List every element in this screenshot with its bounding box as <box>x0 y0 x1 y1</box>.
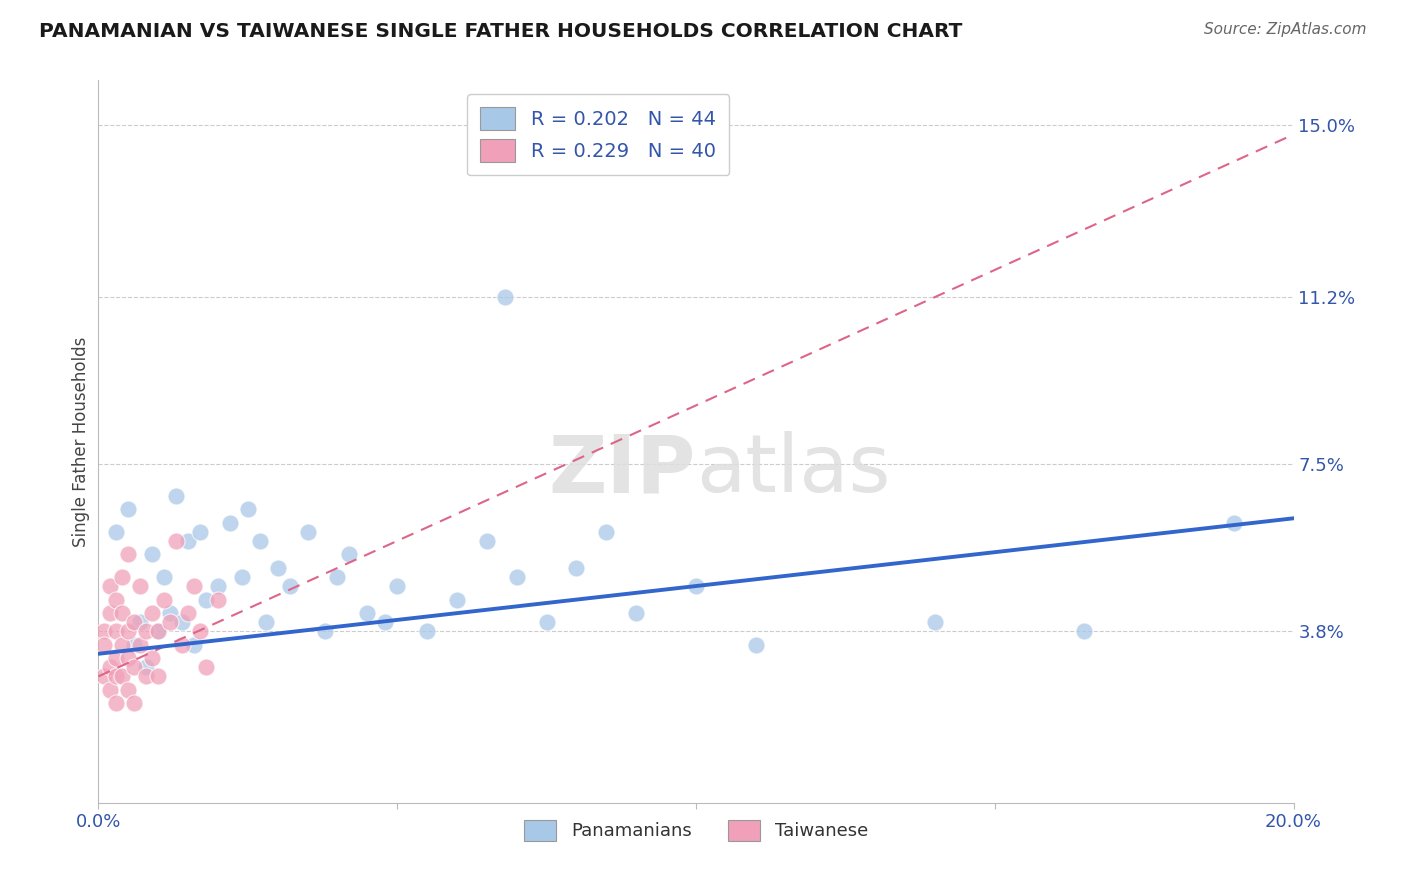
Point <box>195 660 218 674</box>
Point <box>626 606 648 620</box>
Point <box>111 638 134 652</box>
Point <box>924 615 946 630</box>
Point <box>1223 516 1246 530</box>
Point <box>141 651 163 665</box>
Point <box>207 579 229 593</box>
Point <box>148 624 170 639</box>
Point <box>111 570 134 584</box>
Point <box>267 561 290 575</box>
Y-axis label: Single Father Households: Single Father Households <box>72 336 90 547</box>
Point <box>117 548 139 562</box>
Point <box>165 489 187 503</box>
Point <box>124 697 146 711</box>
Point <box>117 502 139 516</box>
Text: PANAMANIAN VS TAIWANESE SINGLE FATHER HOUSEHOLDS CORRELATION CHART: PANAMANIAN VS TAIWANESE SINGLE FATHER HO… <box>39 22 963 41</box>
Text: ZIP: ZIP <box>548 432 696 509</box>
Point <box>98 682 122 697</box>
Point <box>249 533 271 548</box>
Point <box>595 524 617 539</box>
Point <box>231 570 253 584</box>
Point <box>105 651 128 665</box>
Point <box>356 606 378 620</box>
Point <box>117 651 139 665</box>
Point <box>195 592 218 607</box>
Point <box>129 638 152 652</box>
Point <box>111 606 134 620</box>
Point <box>98 660 122 674</box>
Point <box>506 570 529 584</box>
Point <box>105 697 128 711</box>
Legend: Panamanians, Taiwanese: Panamanians, Taiwanese <box>517 813 875 848</box>
Point <box>129 615 152 630</box>
Point <box>124 615 146 630</box>
Point <box>236 502 259 516</box>
Point <box>416 624 439 639</box>
Point <box>326 570 349 584</box>
Point <box>98 606 122 620</box>
Point <box>105 624 128 639</box>
Point <box>129 579 152 593</box>
Text: Source: ZipAtlas.com: Source: ZipAtlas.com <box>1204 22 1367 37</box>
Point <box>159 606 181 620</box>
Point <box>141 548 163 562</box>
Point <box>183 638 205 652</box>
Point <box>148 669 170 683</box>
Point <box>1073 624 1095 639</box>
Point <box>105 524 128 539</box>
Point <box>124 638 146 652</box>
Point <box>446 592 468 607</box>
Point <box>124 660 146 674</box>
Point <box>475 533 498 548</box>
Point <box>745 638 768 652</box>
Point <box>254 615 277 630</box>
Point <box>93 638 115 652</box>
Point <box>93 669 115 683</box>
Point <box>135 669 157 683</box>
Point <box>207 592 229 607</box>
Point <box>172 615 194 630</box>
Point <box>172 638 194 652</box>
Text: atlas: atlas <box>696 432 890 509</box>
Point <box>165 533 187 548</box>
Point <box>153 592 176 607</box>
Point <box>105 669 128 683</box>
Point <box>188 624 211 639</box>
Point <box>219 516 242 530</box>
Point <box>177 533 200 548</box>
Point <box>153 570 176 584</box>
Point <box>297 524 319 539</box>
Point <box>177 606 200 620</box>
Point <box>135 660 157 674</box>
Point <box>135 624 157 639</box>
Point <box>385 579 409 593</box>
Point <box>339 548 361 562</box>
Point <box>141 606 163 620</box>
Point <box>159 615 181 630</box>
Point <box>278 579 301 593</box>
Point <box>105 592 128 607</box>
Point <box>111 669 134 683</box>
Point <box>188 524 211 539</box>
Point <box>93 624 115 639</box>
Point <box>148 624 170 639</box>
Point <box>117 682 139 697</box>
Point <box>374 615 396 630</box>
Point <box>315 624 337 639</box>
Point <box>565 561 588 575</box>
Point <box>98 579 122 593</box>
Point <box>183 579 205 593</box>
Point <box>536 615 558 630</box>
Point <box>685 579 707 593</box>
Point <box>117 624 139 639</box>
Point <box>494 290 516 304</box>
